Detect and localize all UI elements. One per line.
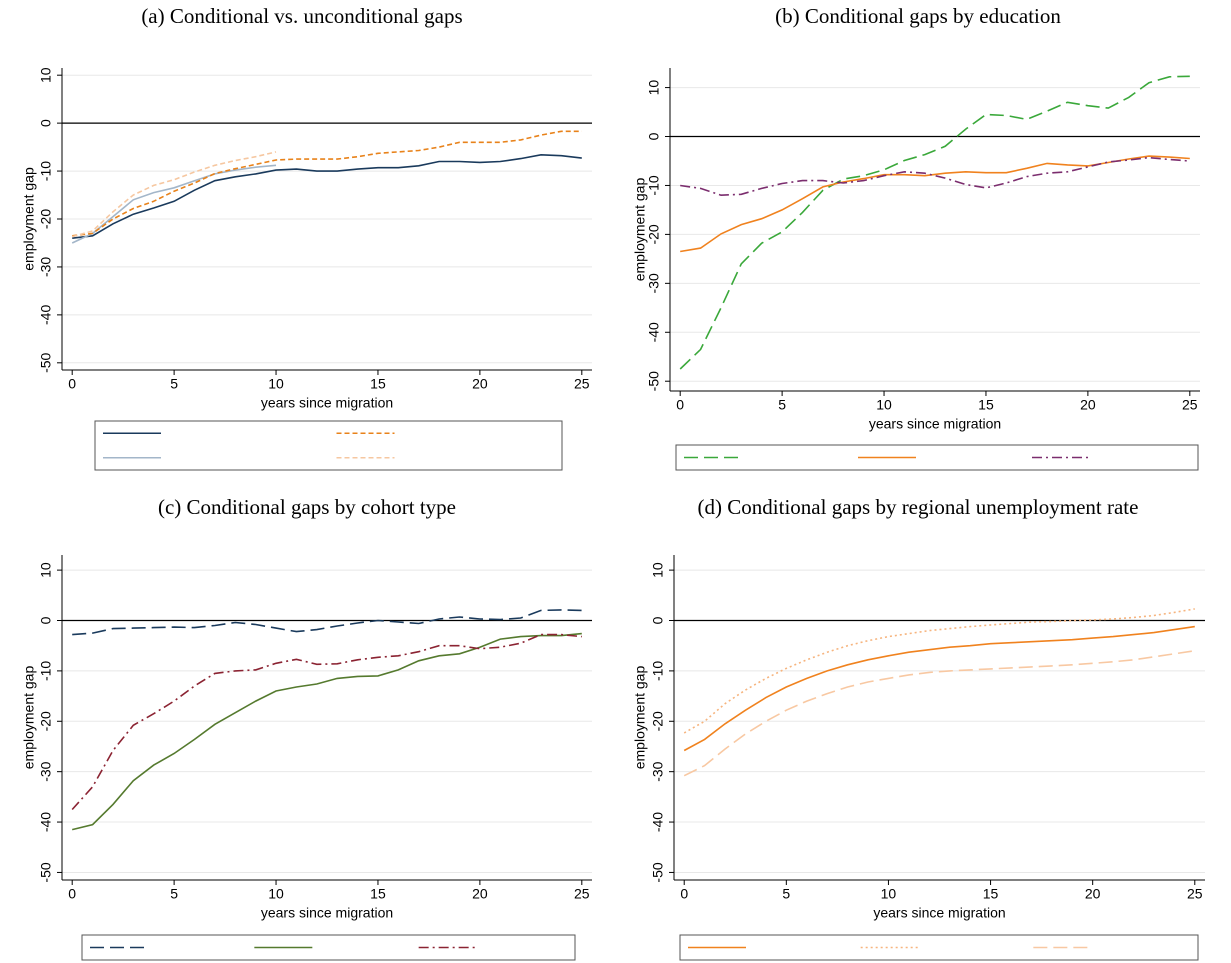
x-axis-label: years since migration (869, 416, 1001, 432)
y-axis-label: employment gap (632, 178, 648, 282)
legend-box (679, 934, 1199, 961)
series-line (72, 153, 582, 239)
y-tick-label: 0 (38, 616, 54, 624)
y-tick-label: -50 (650, 862, 666, 882)
series-line (683, 608, 1195, 734)
x-tick-label: 5 (778, 397, 786, 413)
x-tick-label: 20 (472, 886, 488, 902)
x-axis-label: years since migration (873, 905, 1005, 921)
y-tick-label: -20 (646, 224, 662, 244)
y-tick-label: -20 (38, 209, 54, 229)
y-tick-label: 10 (650, 562, 666, 578)
y-tick-label: -20 (38, 711, 54, 731)
series-line (71, 633, 582, 811)
series-line (72, 130, 582, 237)
y-axis-label: employment gap (632, 666, 648, 770)
y-tick-label: 10 (38, 67, 54, 83)
y-tick-label: -30 (650, 761, 666, 781)
y-tick-label: -40 (650, 812, 666, 832)
y-tick-label: 0 (38, 119, 54, 127)
series-line (680, 155, 1190, 253)
y-tick-label: -30 (646, 273, 662, 293)
x-tick-label: 0 (680, 886, 688, 902)
x-tick-label: 10 (268, 886, 284, 902)
x-tick-label: 20 (1085, 886, 1101, 902)
x-tick-label: 15 (983, 886, 999, 902)
x-tick-label: 0 (676, 397, 684, 413)
x-tick-label: 5 (170, 376, 178, 392)
x-tick-label: 25 (574, 886, 590, 902)
y-tick-label: 0 (646, 132, 662, 140)
y-tick-label: 10 (38, 562, 54, 578)
x-tick-label: 0 (68, 886, 76, 902)
series-line (683, 625, 1195, 752)
x-tick-label: 5 (170, 886, 178, 902)
y-tick-label: -30 (38, 761, 54, 781)
x-tick-label: 20 (472, 376, 488, 392)
y-tick-label: -50 (38, 862, 54, 882)
x-tick-label: 10 (268, 376, 284, 392)
y-tick-label: -10 (646, 175, 662, 195)
x-tick-label: 5 (782, 886, 790, 902)
y-tick-label: -10 (38, 161, 54, 181)
y-tick-label: -40 (38, 812, 54, 832)
x-tick-label: 15 (370, 376, 386, 392)
panel-title: (b) Conditional gaps by education (775, 4, 1061, 28)
y-tick-label: -10 (38, 661, 54, 681)
y-tick-label: -20 (650, 711, 666, 731)
series-line (72, 632, 582, 831)
series-line (71, 164, 277, 244)
legend-box (94, 420, 563, 471)
legend-box (81, 934, 576, 961)
y-tick-label: -40 (38, 305, 54, 325)
y-tick-label: -50 (646, 371, 662, 391)
panel-title: (c) Conditional gaps by cohort type (158, 495, 456, 519)
x-tick-label: 20 (1080, 397, 1096, 413)
x-tick-label: 25 (1182, 397, 1198, 413)
y-tick-label: -10 (650, 661, 666, 681)
y-tick-label: 0 (650, 616, 666, 624)
x-tick-label: 0 (68, 376, 76, 392)
x-tick-label: 25 (574, 376, 590, 392)
series-line (680, 156, 1190, 197)
series-line (683, 649, 1195, 777)
x-tick-label: 15 (370, 886, 386, 902)
x-tick-label: 15 (978, 397, 994, 413)
y-axis-label: employment gap (21, 167, 37, 271)
x-axis-label: years since migration (261, 905, 393, 921)
y-tick-label: -40 (646, 322, 662, 342)
x-axis-label: years since migration (261, 395, 393, 411)
y-tick-label: 10 (646, 80, 662, 96)
panel-title: (d) Conditional gaps by regional unemplo… (698, 495, 1139, 519)
series-line (72, 609, 582, 636)
y-tick-label: -50 (38, 352, 54, 372)
series-line (679, 75, 1190, 370)
x-tick-label: 25 (1187, 886, 1203, 902)
y-tick-label: -30 (38, 257, 54, 277)
legend-box (675, 444, 1199, 471)
x-tick-label: 10 (881, 886, 897, 902)
series-line (71, 151, 277, 238)
x-tick-label: 10 (876, 397, 892, 413)
y-axis-label: employment gap (21, 666, 37, 770)
panel-title: (a) Conditional vs. unconditional gaps (141, 4, 462, 28)
